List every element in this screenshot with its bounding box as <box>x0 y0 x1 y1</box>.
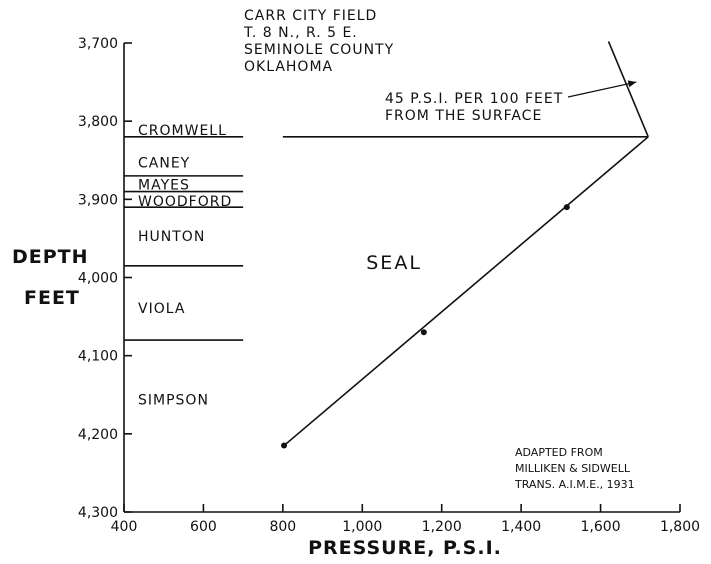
pressure-data-point <box>563 204 570 211</box>
y-tick-label: 3,700 <box>78 36 118 52</box>
formation-label: CANEY <box>138 156 190 172</box>
x-tick-label: 400 <box>111 519 138 535</box>
seal-label: SEAL <box>366 252 422 274</box>
x-tick-label: 1,800 <box>660 519 700 535</box>
gradient-annotation-line-1: 45 P.S.I. PER 100 FEET <box>385 91 563 107</box>
title-line-4: OKLAHOMA <box>244 59 333 75</box>
x-tick-label: 800 <box>269 519 296 535</box>
x-axis: 400 600 800 1,000 1,200 1,400 1,600 1,800 <box>111 504 700 535</box>
hydrostatic-gradient-line <box>607 41 649 138</box>
x-tick-label: 1,600 <box>581 519 621 535</box>
y-tick-label: 4,100 <box>78 349 118 365</box>
title-line-2: T. 8 N., R. 5 E. <box>243 25 358 41</box>
formation-label: VIOLA <box>138 301 185 317</box>
y-tick-label: 4,000 <box>78 271 118 287</box>
formation-label: CROMWELL <box>138 123 227 139</box>
pressure-plot <box>281 41 649 449</box>
pressure-data-point <box>420 329 427 336</box>
source-line-3: TRANS. A.I.M.E., 1931 <box>514 478 635 491</box>
gradient-annotation-line-2: FROM THE SURFACE <box>385 108 542 124</box>
x-tick-label: 1,200 <box>422 519 462 535</box>
ylabel-line-2: FEET <box>24 287 80 309</box>
formation-label: WOODFORD <box>138 194 232 210</box>
y-tick-label: 4,300 <box>78 505 118 521</box>
source-note: ADAPTED FROM MILLIKEN & SIDWELL TRANS. A… <box>514 446 635 491</box>
y-tick-label: 3,800 <box>78 114 118 130</box>
formation-label: HUNTON <box>138 229 205 245</box>
x-tick-label: 1,400 <box>501 519 541 535</box>
title-line-1: CARR CITY FIELD <box>244 8 377 24</box>
x-axis-title: PRESSURE, P.S.I. <box>308 537 502 559</box>
y-axis: 3,700 3,800 3,900 4,000 4,100 4,200 4,300 <box>78 36 132 521</box>
source-line-2: MILLIKEN & SIDWELL <box>515 462 631 475</box>
formation-label: SIMPSON <box>138 392 209 408</box>
title-line-3: SEMINOLE COUNTY <box>244 42 394 58</box>
x-tick-label: 1,000 <box>342 519 382 535</box>
ylabel-line-1: DEPTH <box>12 246 89 268</box>
location-title: CARR CITY FIELD T. 8 N., R. 5 E. SEMINOL… <box>243 8 394 75</box>
annotation-arrowhead <box>627 80 637 88</box>
y-tick-label: 4,200 <box>78 427 118 443</box>
source-line-1: ADAPTED FROM <box>515 446 603 459</box>
y-tick-label: 3,900 <box>78 192 118 208</box>
x-tick-label: 600 <box>190 519 217 535</box>
pressure-trend-line <box>283 136 649 447</box>
annotation-arrow-line <box>567 81 637 98</box>
formation-label: MAYES <box>138 177 190 193</box>
y-axis-title: DEPTH FEET <box>12 246 89 309</box>
pressure-data-point <box>281 442 288 449</box>
